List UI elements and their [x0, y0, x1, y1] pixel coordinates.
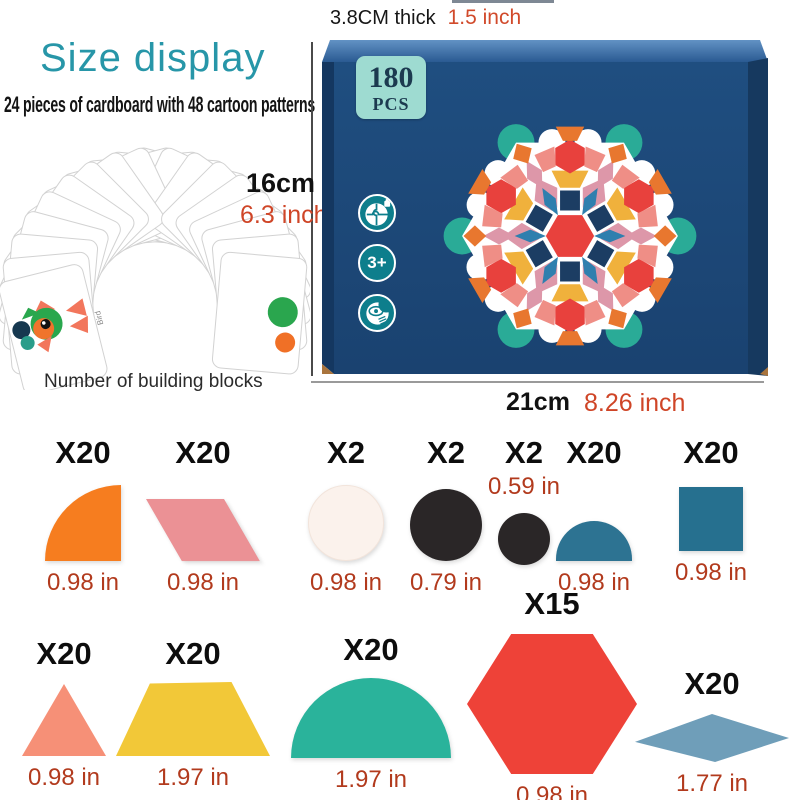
black-circle-large-shape	[410, 489, 482, 561]
age-3plus-icon: 3+	[358, 244, 396, 282]
piece-parallelogram: X20 0.98 in	[142, 433, 264, 597]
piece-black-circle-large: X2 0.79 in	[404, 433, 488, 597]
piece-triangle: X20 0.98 in	[14, 634, 114, 792]
piece-size: 0.98 in	[557, 569, 631, 596]
piece-size: 1.97 in	[156, 764, 230, 791]
piece-count: X20	[165, 636, 221, 671]
height-inch-label: 6.3 inch	[240, 201, 328, 229]
piece-count: X2	[505, 435, 543, 470]
fan-card	[211, 251, 308, 376]
square-shape	[679, 487, 743, 551]
puzzle-icon	[358, 194, 396, 232]
piece-count: X20	[684, 666, 740, 701]
page-title: Size display	[40, 36, 266, 80]
thickness-inch-label: 1.5 inch	[447, 6, 522, 29]
thickness-cm-label: 3.8CM thick	[330, 7, 436, 29]
card-fan-illustration: Dog Camel Rabbit	[0, 144, 310, 390]
height-measure-line	[311, 42, 313, 376]
badge-count: 180	[368, 60, 414, 94]
piece-size: 0.98 in	[309, 569, 383, 596]
width-cm-label: 21cm	[506, 388, 570, 416]
bird-illustration: Bird	[12, 298, 105, 353]
quarter-circle-shape	[45, 485, 121, 561]
semicircle-small-shape	[556, 521, 632, 561]
piece-count: X20	[175, 435, 231, 470]
piece-size: 0.98 in	[515, 782, 589, 800]
piece-count-badge: 180 PCS	[356, 56, 426, 119]
eye-hand-icon	[358, 294, 396, 332]
piece-black-circle-small: X2 0.59 in	[486, 433, 562, 565]
piece-cream-circle: X2 0.98 in	[296, 433, 396, 597]
piece-size: 0.59 in	[487, 473, 561, 500]
height-cm-label: 16cm	[246, 168, 316, 198]
fan-caption: Number of building blocks	[44, 371, 263, 392]
piece-count: X2	[427, 435, 465, 470]
piece-rhombus: X20 1.77 in	[630, 664, 794, 798]
rhombus-shape	[635, 714, 789, 762]
parallelogram-shape	[146, 499, 260, 561]
piece-size: 0.98 in	[166, 569, 240, 596]
piece-count: X15	[524, 586, 580, 621]
thickness-labels: 3.8CM thick 1.5 inch	[330, 6, 521, 30]
piece-count: X20	[55, 435, 111, 470]
piece-count: X20	[683, 435, 739, 470]
page-subtitle: 24 pieces of cardboard with 48 cartoon p…	[4, 92, 315, 117]
photo-edge-line	[452, 0, 554, 3]
fan-card-bird: Bird	[0, 262, 110, 390]
piece-count: X2	[327, 435, 365, 470]
piece-hexagon: X15 0.98 in	[462, 584, 642, 800]
semicircle-large-shape	[291, 678, 451, 758]
width-inch-label: 8.26 inch	[584, 389, 686, 417]
piece-square: X20 0.98 in	[664, 433, 758, 587]
piece-quarter-circle: X20 0.98 in	[28, 433, 138, 597]
age-label: 3+	[367, 253, 387, 272]
width-measure-line	[311, 381, 764, 383]
hexagon-shape	[467, 634, 637, 774]
piece-size: 0.98 in	[674, 559, 748, 586]
piece-count: X20	[36, 636, 92, 671]
trapezoid-shape	[116, 682, 270, 756]
cream-circle-shape	[308, 485, 384, 561]
piece-trapezoid: X20 1.97 in	[112, 634, 274, 792]
piece-semicircle-large: X20 1.97 in	[288, 630, 454, 794]
piece-count: X20	[343, 632, 399, 667]
card-label-bird: Bird	[93, 310, 105, 326]
piece-count: X20	[566, 435, 622, 470]
box-lid-edge	[322, 40, 768, 62]
piece-size: 0.98 in	[27, 764, 101, 791]
black-circle-small-shape	[498, 513, 550, 565]
badge-unit: PCS	[372, 93, 410, 114]
triangle-shape	[22, 684, 106, 756]
mandala-artwork	[443, 124, 697, 348]
piece-size: 0.79 in	[409, 569, 483, 596]
piece-size: 1.97 in	[334, 766, 408, 793]
piece-size: 0.98 in	[46, 569, 120, 596]
piece-semicircle-small: X20 0.98 in	[550, 433, 638, 597]
piece-size: 1.77 in	[675, 770, 749, 797]
